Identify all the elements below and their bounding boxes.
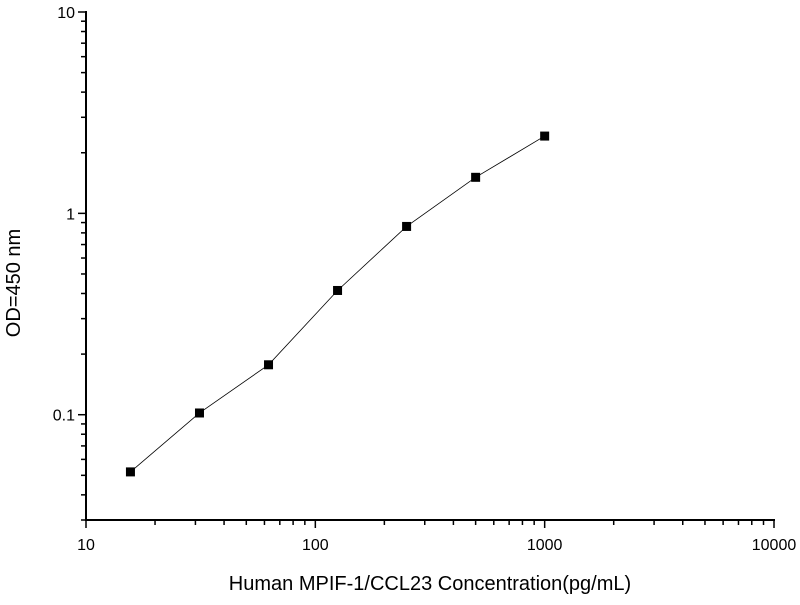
data-point <box>471 172 481 182</box>
data-point <box>540 131 550 141</box>
tick-labels: 10 100 1000 10000 0.1 1 10 <box>53 5 797 554</box>
axes <box>78 11 775 528</box>
y-tick-label: 10 <box>57 5 75 22</box>
series-line <box>130 135 545 473</box>
x-axis-label: Human MPIF-1/CCL23 Concentration(pg/mL) <box>229 573 631 595</box>
y-axis-label: OD=450 nm <box>3 229 25 337</box>
x-tick-label: 10000 <box>752 537 797 554</box>
x-tick-label: 100 <box>302 537 329 554</box>
data-point <box>402 221 412 231</box>
data-point <box>194 408 204 418</box>
x-tick-label: 10 <box>77 537 95 554</box>
data-point <box>264 360 274 370</box>
data-point <box>125 467 135 477</box>
x-tick-label: 1000 <box>527 537 563 554</box>
plot-area <box>125 131 550 477</box>
data-point <box>333 285 343 295</box>
y-tick-label: 1 <box>66 206 75 223</box>
y-tick-label: 0.1 <box>53 408 75 425</box>
